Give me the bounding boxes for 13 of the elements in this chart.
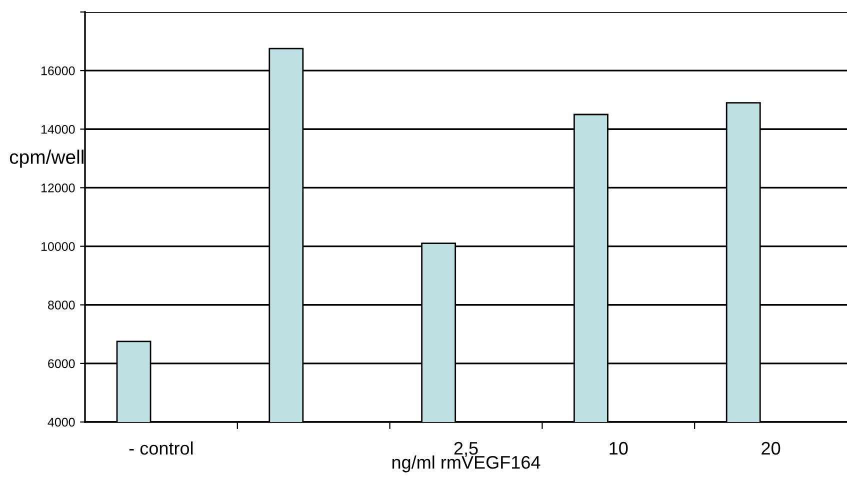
y-tick-label: 14000 [41,124,75,134]
y-tick-label: 12000 [41,184,75,192]
x-tick-label: - control [129,441,193,455]
x-tick-label: 2,5 [454,442,478,457]
y-tick-label: 8000 [48,300,75,310]
x-tick-label: 10 [610,442,628,455]
x-axis-title: ng/ml rmVEGF164 [392,456,540,472]
y-axis-title: cpm/well [10,150,84,168]
y-tick-label: 10000 [41,242,75,251]
y-tick-label: 16000 [41,66,75,76]
y-tick-label: 6000 [48,359,75,368]
y-tick-label: 4000 [48,418,75,427]
x-tick-label: 20 [762,442,780,455]
